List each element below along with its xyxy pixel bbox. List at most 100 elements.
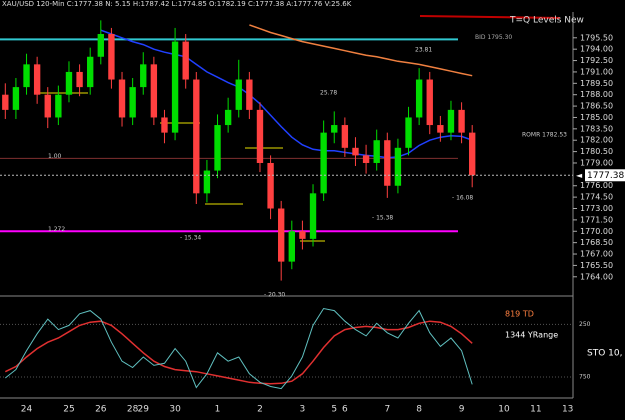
- level-label: 1.272: [48, 226, 65, 233]
- candle-body: [458, 109, 465, 133]
- moving-average: [100, 29, 473, 159]
- candle-body: [23, 64, 30, 88]
- y-tick-label: 1771.50: [580, 215, 613, 224]
- y-tick-label: 1782.00: [580, 136, 613, 145]
- x-tick-label: 3: [300, 405, 306, 415]
- x-tick-label: 5: [331, 405, 337, 415]
- candle-body: [299, 231, 306, 239]
- candle-body: [246, 79, 253, 110]
- x-tick-label: 1: [215, 405, 221, 415]
- x-tick-label: 10: [498, 405, 510, 415]
- candle-body: [150, 64, 158, 118]
- x-tick-label: 11: [530, 405, 541, 415]
- x-tick-label: 2: [257, 405, 263, 415]
- y-tick-label: 750: [579, 373, 591, 380]
- candle-body: [193, 79, 200, 194]
- candle-body: [320, 132, 327, 194]
- oscillator-label: STO 10,: [587, 349, 622, 359]
- last-price-arrow: ◄: [576, 171, 583, 180]
- y-tick-label: 1794.00: [580, 45, 613, 54]
- y-tick-label: 1765.50: [580, 261, 613, 270]
- x-tick-label: 13: [562, 405, 573, 415]
- candle-body: [97, 34, 104, 57]
- candle-body: [352, 147, 359, 156]
- y-tick-label: 1783.50: [580, 124, 613, 133]
- candle-body: [405, 117, 412, 148]
- y-tick-label: 1789.50: [580, 79, 613, 88]
- level-label: 1.00: [48, 153, 62, 160]
- candle-body: [118, 79, 126, 118]
- y-tick-label: 1792.50: [580, 56, 613, 65]
- candle-body: [12, 87, 20, 110]
- candle-body: [362, 155, 370, 163]
- candle-body: [426, 79, 433, 126]
- last-price-label: 1777.38: [587, 171, 624, 181]
- y-tick-label: 1788.00: [580, 90, 613, 99]
- candle-body: [65, 71, 73, 95]
- last-price-box: [585, 169, 625, 182]
- candle-body: [373, 140, 380, 163]
- candle-body: [256, 109, 264, 163]
- y-tick-label: 250: [579, 321, 591, 328]
- candle-body: [140, 64, 147, 88]
- y-tick-label: 1770.00: [580, 227, 613, 236]
- candle-body: [33, 64, 41, 95]
- candle-body: [469, 132, 476, 176]
- y-tick-label: 1780.50: [580, 147, 613, 156]
- decoration: [420, 15, 560, 19]
- candle-body: [394, 147, 402, 186]
- note: 819 TD: [505, 310, 534, 319]
- x-tick-label: 26: [95, 405, 107, 415]
- y-tick-label: 1795.50: [580, 33, 613, 42]
- indicator-title: T=Q Levels New: [509, 16, 584, 26]
- x-tick-label: 29: [138, 405, 150, 415]
- y-tick-label: 1768.50: [580, 238, 613, 247]
- x-tick-label: 7: [384, 405, 390, 415]
- annotation: 25.78: [320, 90, 337, 97]
- x-tick-label: 6: [342, 405, 348, 415]
- x-tick-label: 25: [63, 405, 74, 415]
- candle-body: [44, 94, 51, 118]
- y-tick-label: 1776.00: [580, 181, 613, 190]
- y-tick-label: 1786.50: [580, 102, 613, 111]
- candle-body: [415, 79, 423, 118]
- x-tick-label: 30: [169, 405, 181, 415]
- candle-body: [161, 117, 168, 133]
- oscillator-line: [4, 320, 473, 385]
- y-tick-label: 1774.50: [580, 193, 613, 202]
- candle-body: [171, 41, 179, 133]
- x-tick-label: 8: [416, 405, 422, 415]
- candle-body: [278, 208, 285, 262]
- candle-body: [437, 125, 444, 133]
- annotation: - 20.30: [264, 292, 285, 299]
- candle-body: [235, 79, 242, 110]
- y-tick-label: 1767.00: [580, 250, 613, 259]
- candle-body: [55, 94, 62, 118]
- y-tick-label: 1785.00: [580, 113, 613, 122]
- y-tick-label: 1773.00: [580, 204, 613, 213]
- y-tick-label: 1764.00: [580, 272, 613, 281]
- x-tick-label: 9: [459, 405, 465, 415]
- oscillator-line: [4, 307, 473, 390]
- annotation: - 16.08: [452, 195, 473, 202]
- annotation: - 15.34: [180, 235, 201, 242]
- x-tick-label: 24: [21, 405, 33, 415]
- candle-body: [447, 109, 455, 133]
- annotation: ROMR 1782.53: [522, 132, 567, 139]
- candle-body: [203, 170, 211, 194]
- candle-body: [182, 41, 189, 80]
- chart-title: XAU/USD 120-Min C:1777.38 N: 5.15 H:1787…: [2, 0, 352, 8]
- candle-body: [76, 71, 83, 88]
- annotation: 23.81: [415, 47, 432, 54]
- candle-body: [384, 140, 391, 186]
- annotation: - 15.38: [372, 215, 393, 222]
- candle-body: [87, 56, 94, 88]
- note: 1344 YRange: [505, 331, 558, 340]
- y-tick-label: 1779.00: [580, 158, 613, 167]
- level-label: BID 1795.30: [475, 34, 512, 41]
- candle-body: [129, 87, 136, 118]
- candle-body: [2, 94, 9, 110]
- x-tick-label: 28: [127, 405, 139, 415]
- candle-body: [267, 162, 274, 209]
